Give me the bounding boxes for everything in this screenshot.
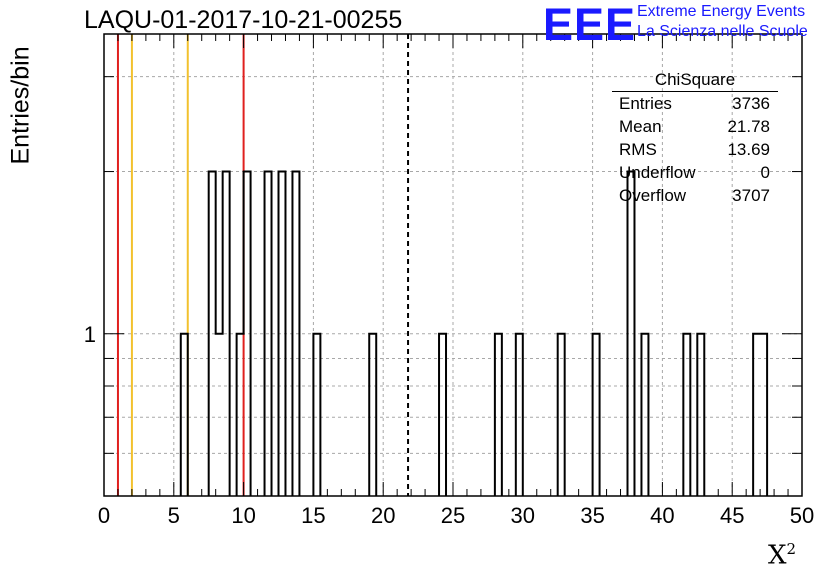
x-tick-label: 25 <box>441 503 465 528</box>
chart-title: LAQU-01-2017-10-21-00255 <box>84 6 403 34</box>
stats-value: 0 <box>760 163 770 182</box>
stats-value: 21.78 <box>727 117 770 136</box>
stats-row: Mean 21.78 <box>612 115 778 138</box>
stats-row: Overflow 3707 <box>612 184 778 207</box>
stats-value: 3736 <box>732 94 770 113</box>
stats-label: Underflow <box>619 163 696 182</box>
stats-label: Mean <box>619 117 662 136</box>
x-axis-label-symbol: X <box>768 540 787 571</box>
stats-box: ChiSquare Entries 3736 Mean 21.78 RMS 13.69… <box>612 70 778 207</box>
x-tick-label: 30 <box>511 503 535 528</box>
reference-lines <box>116 34 410 496</box>
logo-line-2: La Scienza nelle Scuole <box>637 23 808 40</box>
x-tick-label: 40 <box>650 503 674 528</box>
y-axis-label: Entries/bin <box>6 46 35 165</box>
tick-labels: 0 5 10 15 20 25 30 35 40 45 50 1 <box>84 322 814 528</box>
x-tick-label: 50 <box>790 503 814 528</box>
x-tick-label: 15 <box>301 503 325 528</box>
x-tick-label: 10 <box>231 503 255 528</box>
stats-row: RMS 13.69 <box>612 138 778 161</box>
x-axis-label-exponent: 2 <box>786 540 797 558</box>
stats-value: 13.69 <box>727 140 770 159</box>
x-axis-label: X2 <box>768 540 796 571</box>
stats-value: 3707 <box>732 186 770 205</box>
axis-ticks <box>103 34 803 496</box>
x-tick-label: 20 <box>371 503 395 528</box>
x-tick-label: 35 <box>580 503 604 528</box>
x-tick-label: 45 <box>720 503 744 528</box>
stats-row: Entries 3736 <box>612 92 778 115</box>
stats-label: Entries <box>619 94 672 113</box>
stats-label: Overflow <box>619 186 687 205</box>
stats-row: Underflow 0 <box>612 161 778 184</box>
eee-logo: EEE <box>543 0 637 50</box>
stats-label: RMS <box>619 140 657 159</box>
histogram-outline <box>179 170 769 496</box>
x-tick-label: 0 <box>98 503 110 528</box>
logo-line-1: Extreme Energy Events <box>637 3 806 20</box>
y-tick-label: 1 <box>84 322 96 347</box>
stats-box-title: ChiSquare <box>612 70 778 92</box>
x-tick-label: 5 <box>168 503 180 528</box>
